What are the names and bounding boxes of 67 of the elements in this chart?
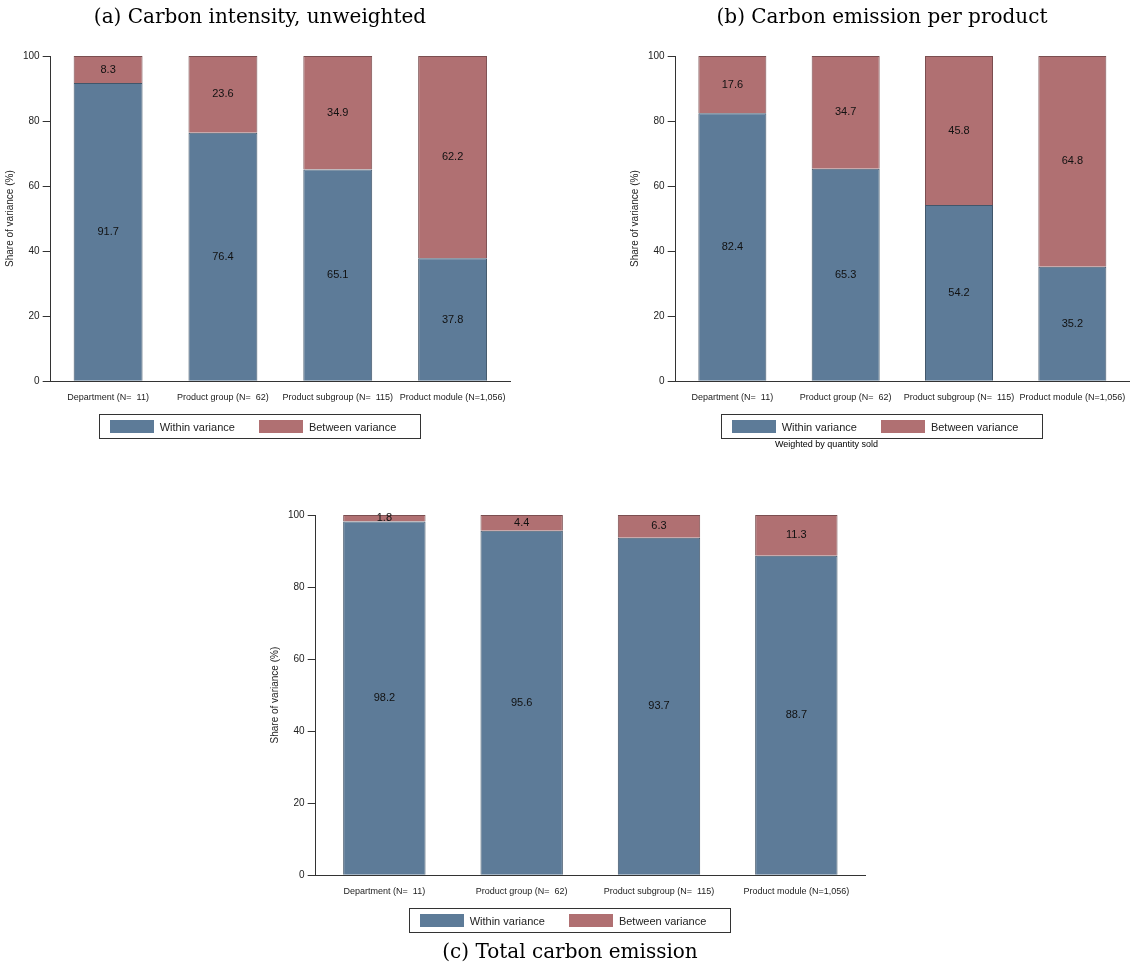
y-tick-label: 0 bbox=[34, 374, 41, 386]
y-tick-label: 80 bbox=[653, 114, 666, 126]
data-label: 34.7 bbox=[834, 105, 857, 118]
y-axis-title: Share of variance (%) bbox=[268, 646, 280, 744]
x-tick-label: Product module (N=1,056) bbox=[399, 392, 506, 403]
legend-label: Within variance bbox=[781, 420, 857, 433]
x-tick-label: Product subgroup (N= 115) bbox=[282, 392, 394, 403]
data-label: 62.2 bbox=[441, 150, 464, 163]
y-tick-label: 40 bbox=[293, 724, 306, 736]
data-label: 64.8 bbox=[1061, 154, 1084, 167]
x-tick-label: Department (N= 11) bbox=[691, 392, 774, 403]
y-tick-label: 100 bbox=[648, 49, 666, 61]
data-label: 54.2 bbox=[948, 285, 970, 298]
data-label: 45.8 bbox=[948, 123, 970, 136]
data-label: 91.7 bbox=[97, 224, 119, 237]
y-tick-label: 0 bbox=[299, 868, 306, 880]
data-label: 34.9 bbox=[327, 105, 349, 118]
chart-title: (a) Carbon intensity, unweighted bbox=[92, 4, 428, 28]
y-tick-label: 40 bbox=[653, 244, 666, 256]
y-tick-label: 100 bbox=[288, 508, 306, 520]
y-tick-label: 60 bbox=[28, 179, 41, 191]
legend-label: Within variance bbox=[469, 914, 545, 927]
x-tick-label: Product group (N= 62) bbox=[475, 886, 568, 897]
x-tick-label: Product group (N= 62) bbox=[799, 392, 892, 403]
data-label: 98.2 bbox=[373, 691, 396, 704]
x-tick-label: Product module (N=1,056) bbox=[743, 886, 850, 897]
x-tick-label: Product module (N=1,056) bbox=[1019, 392, 1126, 403]
data-label: 82.4 bbox=[721, 240, 744, 252]
legend-label: Between variance bbox=[308, 420, 397, 433]
legend-label: Between variance bbox=[618, 914, 707, 927]
y-tick-label: 60 bbox=[293, 652, 306, 664]
x-tick-label: Department (N= 11) bbox=[67, 392, 149, 403]
text: (c) Total carbon emission bbox=[441, 939, 699, 963]
y-tick-label: 80 bbox=[28, 114, 41, 126]
y-axis-title: Share of variance (%) bbox=[3, 170, 15, 267]
y-tick-label: 60 bbox=[653, 179, 666, 191]
y-tick-label: 80 bbox=[293, 580, 306, 592]
data-label: 35.2 bbox=[1061, 316, 1084, 329]
data-label: 11.3 bbox=[786, 528, 807, 541]
x-tick-label: Product subgroup (N= 115) bbox=[603, 886, 715, 897]
y-tick-label: 40 bbox=[28, 244, 41, 256]
data-label: 23.6 bbox=[212, 87, 234, 100]
data-label: 8.3 bbox=[100, 62, 116, 75]
data-label: 88.7 bbox=[785, 708, 808, 721]
y-tick-label: 100 bbox=[23, 49, 41, 61]
legend-label: Within variance bbox=[159, 420, 235, 433]
data-label: 76.4 bbox=[212, 249, 234, 262]
data-label: 95.6 bbox=[510, 695, 533, 708]
legend-label: Between variance bbox=[930, 420, 1019, 433]
x-tick-label: Product group (N= 62) bbox=[177, 392, 269, 403]
x-tick-label: Department (N= 11) bbox=[343, 886, 426, 897]
data-label: 37.8 bbox=[441, 312, 464, 325]
y-axis-title: Share of variance (%) bbox=[628, 170, 640, 267]
data-label: 93.7 bbox=[648, 699, 670, 712]
data-label: 17.6 bbox=[721, 77, 744, 90]
y-tick-label: 20 bbox=[653, 309, 666, 321]
data-label: 65.1 bbox=[327, 268, 349, 281]
y-tick-label: 20 bbox=[293, 796, 306, 808]
data-label: 6.3 bbox=[651, 519, 667, 532]
x-tick-label: Product subgroup (N= 115) bbox=[903, 392, 1015, 403]
data-label: 4.4 bbox=[514, 515, 530, 528]
chart-title: (b) Carbon emission per product bbox=[715, 4, 1049, 28]
text: Weighted by quantity sold bbox=[775, 439, 879, 449]
data-label: 1.8 bbox=[376, 511, 392, 524]
y-tick-label: 20 bbox=[28, 309, 41, 321]
data-label: 65.3 bbox=[834, 267, 857, 280]
y-tick-label: 0 bbox=[659, 374, 666, 386]
